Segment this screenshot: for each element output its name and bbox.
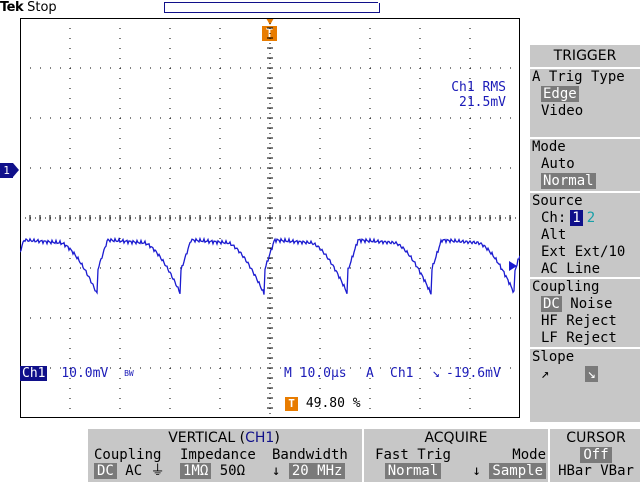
trig-mode-auto: Auto xyxy=(541,156,575,172)
acquisition-state: Stop xyxy=(27,0,57,15)
coupling-hf-reject: HF Reject xyxy=(541,313,617,329)
ch1-waveform xyxy=(20,236,520,295)
vertical-coupling-ac: AC xyxy=(125,463,143,479)
record-window-bar xyxy=(164,2,380,13)
trigger-menu-title: TRIGGER xyxy=(553,48,617,64)
coupling-lf-reject: LF Reject xyxy=(541,330,617,346)
cursor-menu[interactable]: CURSOR Off HBar VBar xyxy=(548,429,640,482)
source-ch1: 1 xyxy=(570,210,583,226)
trigger-position-value: 49.80 % xyxy=(305,396,361,411)
vertical-bandwidth-label: Bandwidth xyxy=(272,447,348,463)
trig-slope-button[interactable]: Slope ↗ ↘ xyxy=(530,347,640,422)
channel-badge: Ch1 xyxy=(20,366,48,381)
source-acline: AC Line xyxy=(541,261,601,277)
vertical-title-prefix: VERTICAL ( xyxy=(168,430,246,446)
vertical-impedance-1m: 1MΩ xyxy=(180,463,212,479)
vertical-impedance-button[interactable]: Impedance 1MΩ 50Ω xyxy=(180,447,266,479)
trig-type-video: Video xyxy=(541,103,584,119)
trig-type-label: A Trig Type xyxy=(532,69,625,85)
ground-icon: ⏚ xyxy=(150,463,165,479)
bottom-menu-bar: VERTICAL (CH1) Coupling DC AC ⏚ Impedanc… xyxy=(88,427,640,482)
vertical-menu-title: VERTICAL (CH1) xyxy=(88,429,360,447)
down-arrow-icon: ↓ xyxy=(272,463,281,479)
falling-slope-icon: ↘ xyxy=(585,366,598,382)
trigger-menu: TRIGGER A Trig Type Edge Video Mode Auto… xyxy=(530,45,640,422)
trig-mode-label: Mode xyxy=(532,139,566,155)
trig-type-button[interactable]: A Trig Type Edge Video xyxy=(530,67,640,139)
falling-slope-icon: ↘ xyxy=(432,366,440,381)
status-line: Ch1 10.0mV BW M 10.0µs A Ch1 ↘ -19.6mV xyxy=(20,366,520,384)
trigger-channel: Ch1 xyxy=(390,366,414,381)
vertical-coupling-dc: DC xyxy=(94,463,117,479)
trig-slope-label: Slope xyxy=(532,349,575,365)
trigger-position-arrow-icon xyxy=(266,18,274,25)
acquire-mode-value: Sample xyxy=(489,463,546,479)
trig-source-label: Source xyxy=(532,193,583,209)
fast-trig-value: Normal xyxy=(384,463,442,479)
trig-mode-normal: Normal xyxy=(541,173,596,189)
source-ch2: 2 xyxy=(586,210,596,226)
fast-trig-button[interactable]: Fast Trig Normal xyxy=(372,447,454,479)
acquire-menu: ACQUIRE Fast Trig Normal Mode ↓ Sample xyxy=(362,429,548,482)
cursor-hbar: HBar xyxy=(558,463,592,479)
fast-trig-label: Fast Trig xyxy=(375,447,451,463)
cursor-vbar: VBar xyxy=(600,463,634,479)
volts-per-div: 10.0mV xyxy=(61,366,109,381)
down-arrow-icon: ↓ xyxy=(472,463,481,479)
source-ch-label: Ch: xyxy=(541,210,567,226)
measurement-value: 21.5mV xyxy=(459,95,506,110)
vertical-impedance-50: 50Ω xyxy=(219,463,246,479)
coupling-noise: Noise xyxy=(570,296,613,312)
acquire-mode-label: Mode xyxy=(512,447,546,463)
source-ext10: Ext/10 xyxy=(574,244,626,260)
vertical-coupling-button[interactable]: Coupling DC AC ⏚ xyxy=(94,447,174,479)
vertical-menu: VERTICAL (CH1) Coupling DC AC ⏚ Impedanc… xyxy=(88,429,360,482)
vertical-impedance-label: Impedance xyxy=(180,447,256,463)
vertical-bandwidth-value: 20 MHz xyxy=(288,463,346,479)
cursor-menu-title: CURSOR xyxy=(566,430,626,446)
trig-coupling-label: Coupling xyxy=(532,279,600,295)
vertical-bandwidth-button[interactable]: Bandwidth ↓ 20 MHz xyxy=(272,447,360,479)
vertical-title-ch: CH1 xyxy=(245,430,275,446)
vertical-title-suffix: ) xyxy=(274,430,280,446)
vertical-coupling-label: Coupling xyxy=(94,447,162,463)
trigger-level-arrow-icon xyxy=(509,261,517,271)
measurement-label: Ch1 RMS xyxy=(451,80,506,95)
ch1-ground-marker[interactable]: 1 xyxy=(0,163,19,178)
trigger-source-prefix: A xyxy=(366,366,374,381)
trig-mode-button[interactable]: Mode Auto Normal xyxy=(530,137,640,193)
trig-coupling-button[interactable]: Coupling DC Noise HF Reject LF Reject xyxy=(530,277,640,349)
trig-type-edge: Edge xyxy=(541,86,579,102)
acquire-mode-button[interactable]: Mode ↓ Sample xyxy=(456,447,546,479)
cursor-state: Off xyxy=(580,447,612,463)
source-ext: Ext xyxy=(541,244,567,260)
timebase-readout: M 10.0µs xyxy=(284,366,347,381)
trigger-position-readout: T 49.80 % xyxy=(285,396,361,411)
acquire-menu-title: ACQUIRE xyxy=(424,430,488,446)
scope-status-header: Tek Stop xyxy=(0,0,57,16)
rising-slope-icon: ↗ xyxy=(541,366,550,382)
trigger-level: -19.6mV xyxy=(446,366,501,381)
bandwidth-limit-icon: BW xyxy=(124,369,134,378)
trigger-glyph-icon: T xyxy=(285,396,298,411)
measurement-readout: Ch1 RMS 21.5mV xyxy=(398,80,506,110)
waveform-graticule xyxy=(20,18,520,418)
source-alt: Alt xyxy=(541,227,567,243)
trig-source-button[interactable]: Source Ch: 1 2 Alt Ext Ext/10 AC Line xyxy=(530,191,640,279)
brand-logo: Tek xyxy=(0,0,24,15)
coupling-dc: DC xyxy=(541,296,562,312)
